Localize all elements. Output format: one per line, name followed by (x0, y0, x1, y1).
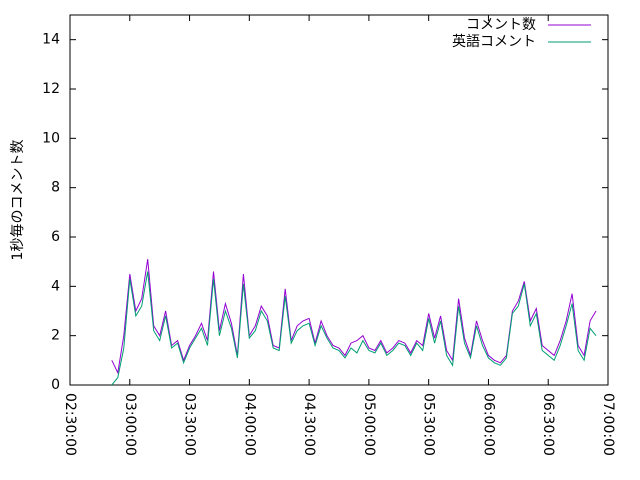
y-tick-label: 4 (51, 278, 60, 294)
x-tick-label: 02:30:00 (62, 393, 78, 456)
y-tick-label: 6 (51, 229, 60, 245)
y-tick-label: 12 (42, 81, 60, 97)
x-tick-label: 06:30:00 (540, 393, 556, 456)
y-axis-label: 1秒毎のコメント数 (10, 140, 26, 261)
x-tick-label: 07:00:00 (600, 393, 616, 456)
x-tick-label: 04:30:00 (301, 393, 317, 456)
x-tick-label: 05:30:00 (421, 393, 437, 456)
x-tick-label: 05:00:00 (361, 393, 377, 456)
y-tick-label: 0 (51, 377, 60, 393)
y-tick-label: 2 (51, 328, 60, 344)
legend-label: コメント数 (466, 17, 536, 33)
x-tick-label: 03:00:00 (122, 393, 138, 456)
y-tick-label: 10 (42, 130, 60, 146)
series-line (111, 271, 597, 386)
y-tick-label: 8 (51, 180, 60, 196)
x-tick-label: 03:30:00 (182, 393, 198, 456)
y-tick-label: 14 (42, 32, 60, 48)
series-line (111, 259, 597, 375)
x-tick-label: 04:00:00 (241, 393, 257, 456)
x-tick-label: 06:00:00 (480, 393, 496, 456)
legend-label: 英語コメント (452, 33, 536, 50)
plot-frame (69, 14, 609, 386)
